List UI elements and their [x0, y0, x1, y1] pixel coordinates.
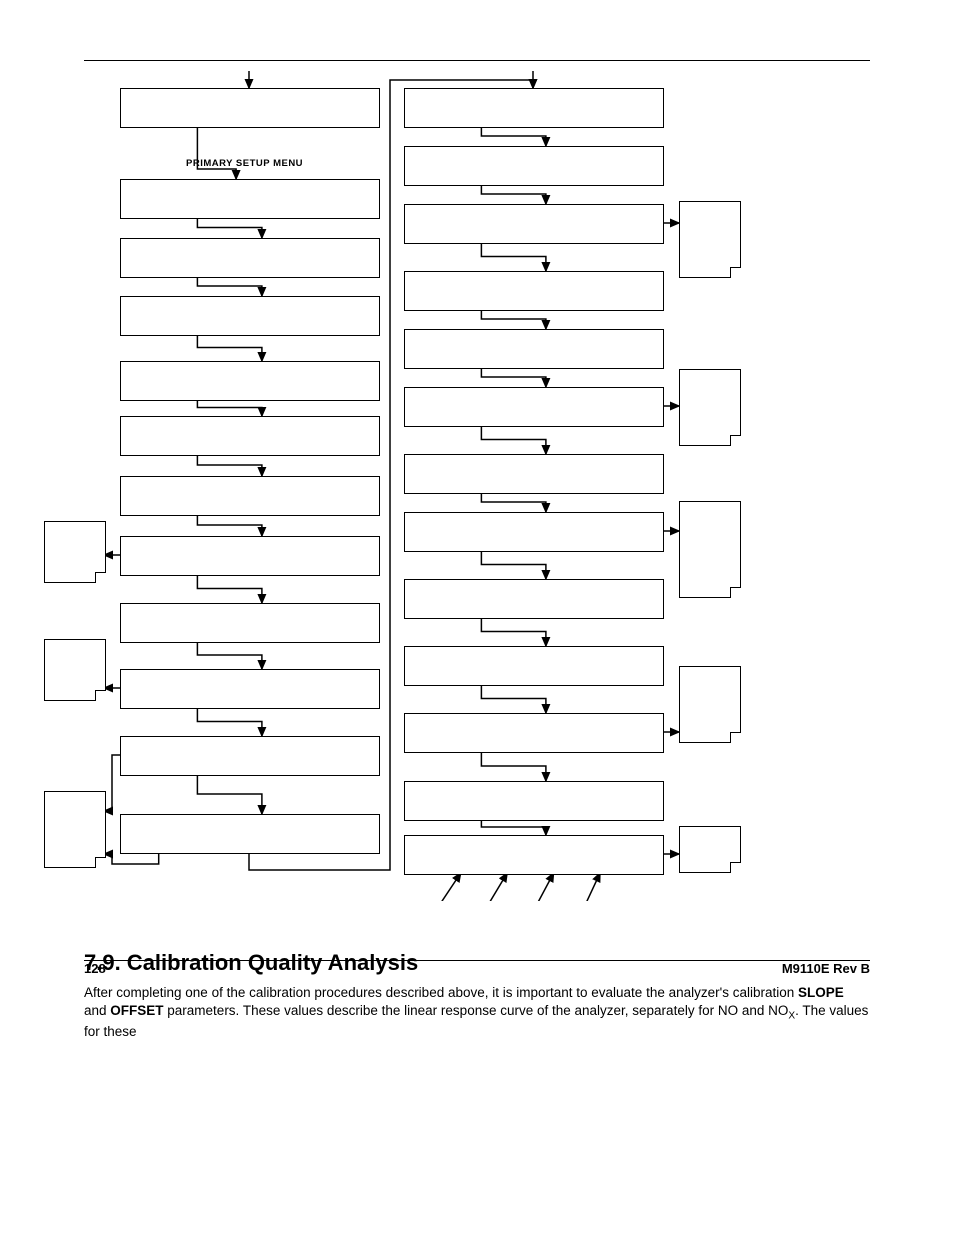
left-note-box — [44, 521, 106, 583]
primary-setup-menu-label: PRIMARY SETUP MENU — [186, 158, 303, 169]
left-flow-box — [120, 736, 380, 776]
right-flow-box — [404, 271, 664, 311]
page-footer: 128 M9110E Rev B — [84, 960, 870, 976]
left-flow-box — [120, 179, 380, 219]
page-number: 128 — [84, 961, 106, 976]
left-flow-box — [120, 476, 380, 516]
left-note-box — [44, 791, 106, 868]
left-flow-box — [120, 536, 380, 576]
left-flow-box — [120, 296, 380, 336]
right-flow-box — [404, 329, 664, 369]
left-flow-box — [120, 814, 380, 854]
content-area: PRIMARY SETUP MENU 7.9. Calibration Qual… — [84, 60, 870, 1235]
left-flow-box — [120, 669, 380, 709]
para-post: parameters. These values describe the li… — [164, 1003, 789, 1018]
right-note-box — [679, 826, 741, 873]
right-flow-box — [404, 512, 664, 552]
section-paragraph: After completing one of the calibration … — [84, 984, 870, 1042]
left-flow-box — [120, 238, 380, 278]
right-flow-box — [404, 204, 664, 244]
flowchart-diagram: PRIMARY SETUP MENU — [84, 71, 870, 901]
right-note-box — [679, 666, 741, 743]
right-flow-box — [404, 146, 664, 186]
para-pre: After completing one of the calibration … — [84, 985, 798, 1000]
right-flow-box — [404, 713, 664, 753]
left-flow-box — [120, 603, 380, 643]
bold-offset: OFFSET — [110, 1003, 163, 1018]
right-flow-box — [404, 387, 664, 427]
bold-slope: SLOPE — [798, 985, 844, 1000]
right-flow-box — [404, 579, 664, 619]
right-note-box — [679, 201, 741, 278]
para-mid: and — [84, 1003, 110, 1018]
revision-label: M9110E Rev B — [782, 961, 870, 976]
right-flow-box — [404, 781, 664, 821]
left-note-box — [44, 639, 106, 701]
left-flow-box — [120, 361, 380, 401]
right-note-box — [679, 501, 741, 598]
document-page: PRIMARY SETUP MENU 7.9. Calibration Qual… — [0, 0, 954, 1235]
left-flow-box — [120, 416, 380, 456]
right-flow-box — [404, 88, 664, 128]
top-rule — [84, 60, 870, 61]
right-note-box — [679, 369, 741, 446]
left-flow-box — [120, 88, 380, 128]
right-flow-box — [404, 646, 664, 686]
right-flow-box — [404, 835, 664, 875]
right-flow-box — [404, 454, 664, 494]
